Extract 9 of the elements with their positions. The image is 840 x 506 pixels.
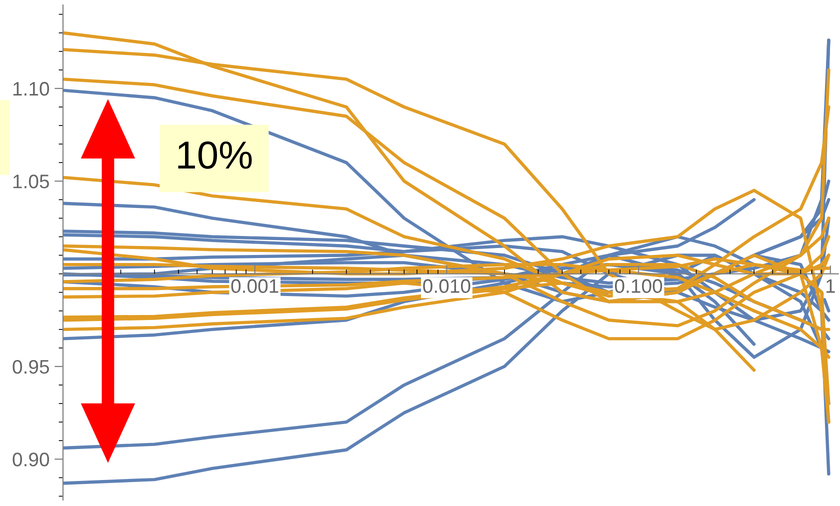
y-tick-label: 0.90	[12, 452, 50, 466]
annotation: 10%	[178, 141, 252, 169]
x-tick-label: 0.010	[423, 279, 470, 293]
x-tick-label: 0.001	[231, 279, 278, 293]
y-tick-label: 1.05	[13, 174, 49, 188]
x-tick-label: 0.100	[614, 279, 662, 293]
y-tick-label: 1.10	[13, 82, 50, 96]
y-tick-label: 0.95	[12, 360, 49, 374]
x-tick-label: 1	[826, 279, 835, 293]
